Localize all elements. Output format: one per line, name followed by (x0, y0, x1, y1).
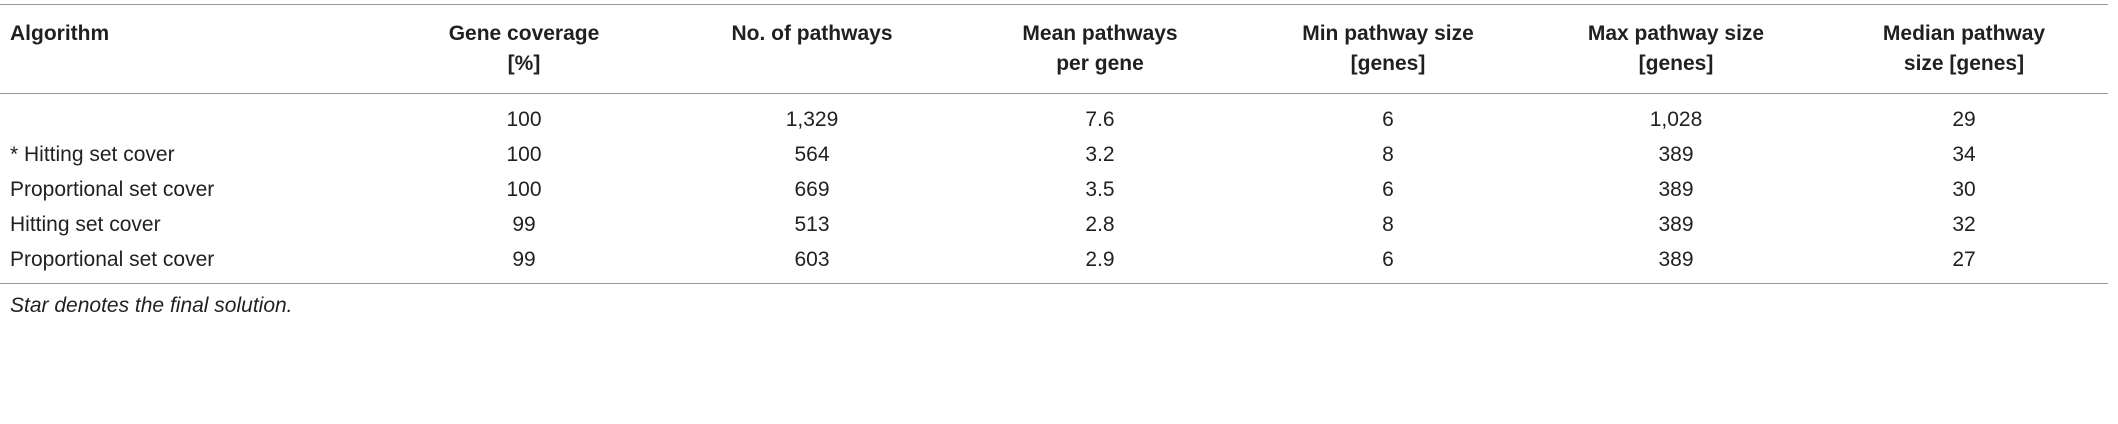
table-cell: 27 (1952, 247, 1976, 271)
column-header: Gene coverage [%] (448, 22, 600, 75)
table-cell: 1,028 (1649, 107, 1703, 131)
column-header: Max pathway size [genes] (1587, 22, 1765, 75)
column-header: Algorithm (10, 22, 110, 45)
table-cell: 3.5 (1085, 177, 1115, 201)
table-row: Proportional set cover 99 603 2.9 6 389 27 (0, 242, 2108, 284)
table-cell (0, 94, 380, 138)
table-cell: 389 (1658, 247, 1694, 271)
table-cell: 6 (1382, 247, 1394, 271)
column-header: Min pathway size [genes] (1302, 22, 1474, 75)
table-cell: 6 (1382, 107, 1394, 131)
table-cell: 564 (794, 142, 830, 166)
footnote: Star denotes the final solution. (10, 294, 293, 317)
table-cell: 8 (1382, 142, 1394, 166)
column-header: Median pathway size [genes] (1882, 22, 2046, 75)
table-cell: 389 (1658, 212, 1694, 236)
header-row: Algorithm Gene coverage [%] No. of pathway… (0, 4, 2108, 94)
table-cell: * Hitting set cover (10, 142, 175, 166)
table-cell: Hitting set cover (10, 212, 161, 236)
table-cell: 2.9 (1085, 247, 1115, 271)
table-body: 100 1,329 7.6 6 1,028 29 * Hitting set cover 10… (0, 94, 2108, 284)
table-cell: Proportional set cover (10, 247, 215, 271)
table-cell: 2.8 (1085, 212, 1115, 236)
table-cell: 1,329 (785, 107, 839, 131)
table-cell: 100 (506, 107, 542, 131)
table-header: Algorithm Gene coverage [%] No. of pathway… (0, 4, 2108, 94)
table-cell: 603 (794, 247, 830, 271)
table-cell: 6 (1382, 177, 1394, 201)
table-cell: 100 (506, 177, 542, 201)
table-row: 100 1,329 7.6 6 1,028 29 (0, 94, 2108, 138)
table-cell: 513 (794, 212, 830, 236)
column-header: No. of pathways (731, 22, 893, 45)
table-cell: 29 (1952, 107, 1976, 131)
table-cell: 99 (512, 212, 536, 236)
data-table: Algorithm Gene coverage [%] No. of pathway… (0, 4, 2108, 284)
table-row: * Hitting set cover 100 564 3.2 8 389 34 (0, 137, 2108, 172)
table-cell: 7.6 (1085, 107, 1115, 131)
table-cell: 3.2 (1085, 142, 1115, 166)
table-cell: 100 (506, 142, 542, 166)
table-cell: 32 (1952, 212, 1976, 236)
table-cell: 389 (1658, 142, 1694, 166)
page: {"table": { "header": ["Algorithm", "Gen… (0, 4, 2118, 424)
table-cell: Proportional set cover (10, 177, 215, 201)
table-row: Hitting set cover 99 513 2.8 8 389 32 (0, 207, 2108, 242)
table-row: Proportional set cover 100 669 3.5 6 389 30 (0, 172, 2108, 207)
table-cell: 669 (794, 177, 830, 201)
table-cell: 34 (1952, 142, 1976, 166)
table-cell: 30 (1952, 177, 1976, 201)
table-cell: 99 (512, 247, 536, 271)
table-cell: 8 (1382, 212, 1394, 236)
column-header: Mean pathways per gene (1022, 22, 1178, 75)
table-cell: 389 (1658, 177, 1694, 201)
